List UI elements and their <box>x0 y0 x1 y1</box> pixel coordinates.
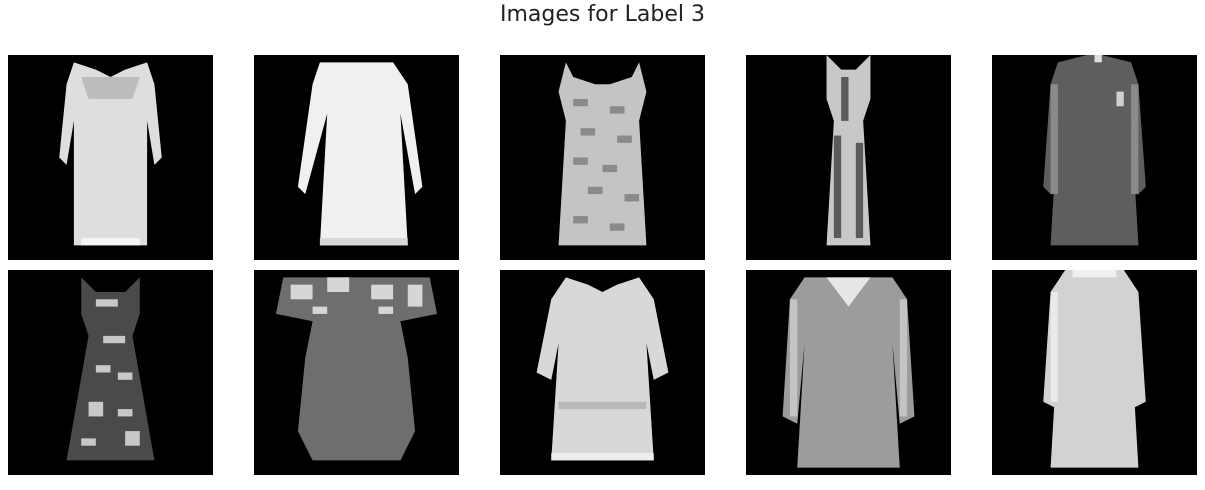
dress-image-7 <box>254 270 459 475</box>
image-row-2 <box>8 270 1197 475</box>
dress-image-6 <box>8 270 213 475</box>
image-grid <box>8 55 1197 475</box>
figure-title: Images for Label 3 <box>500 2 705 27</box>
dress-image-8 <box>500 270 705 475</box>
dress-image-1 <box>8 55 213 260</box>
dress-image-3 <box>500 55 705 260</box>
dress-image-2 <box>254 55 459 260</box>
dress-image-9 <box>746 270 951 475</box>
image-row-1 <box>8 55 1197 260</box>
dress-image-4 <box>746 55 951 260</box>
dress-image-5 <box>992 55 1197 260</box>
dress-image-10 <box>992 270 1197 475</box>
